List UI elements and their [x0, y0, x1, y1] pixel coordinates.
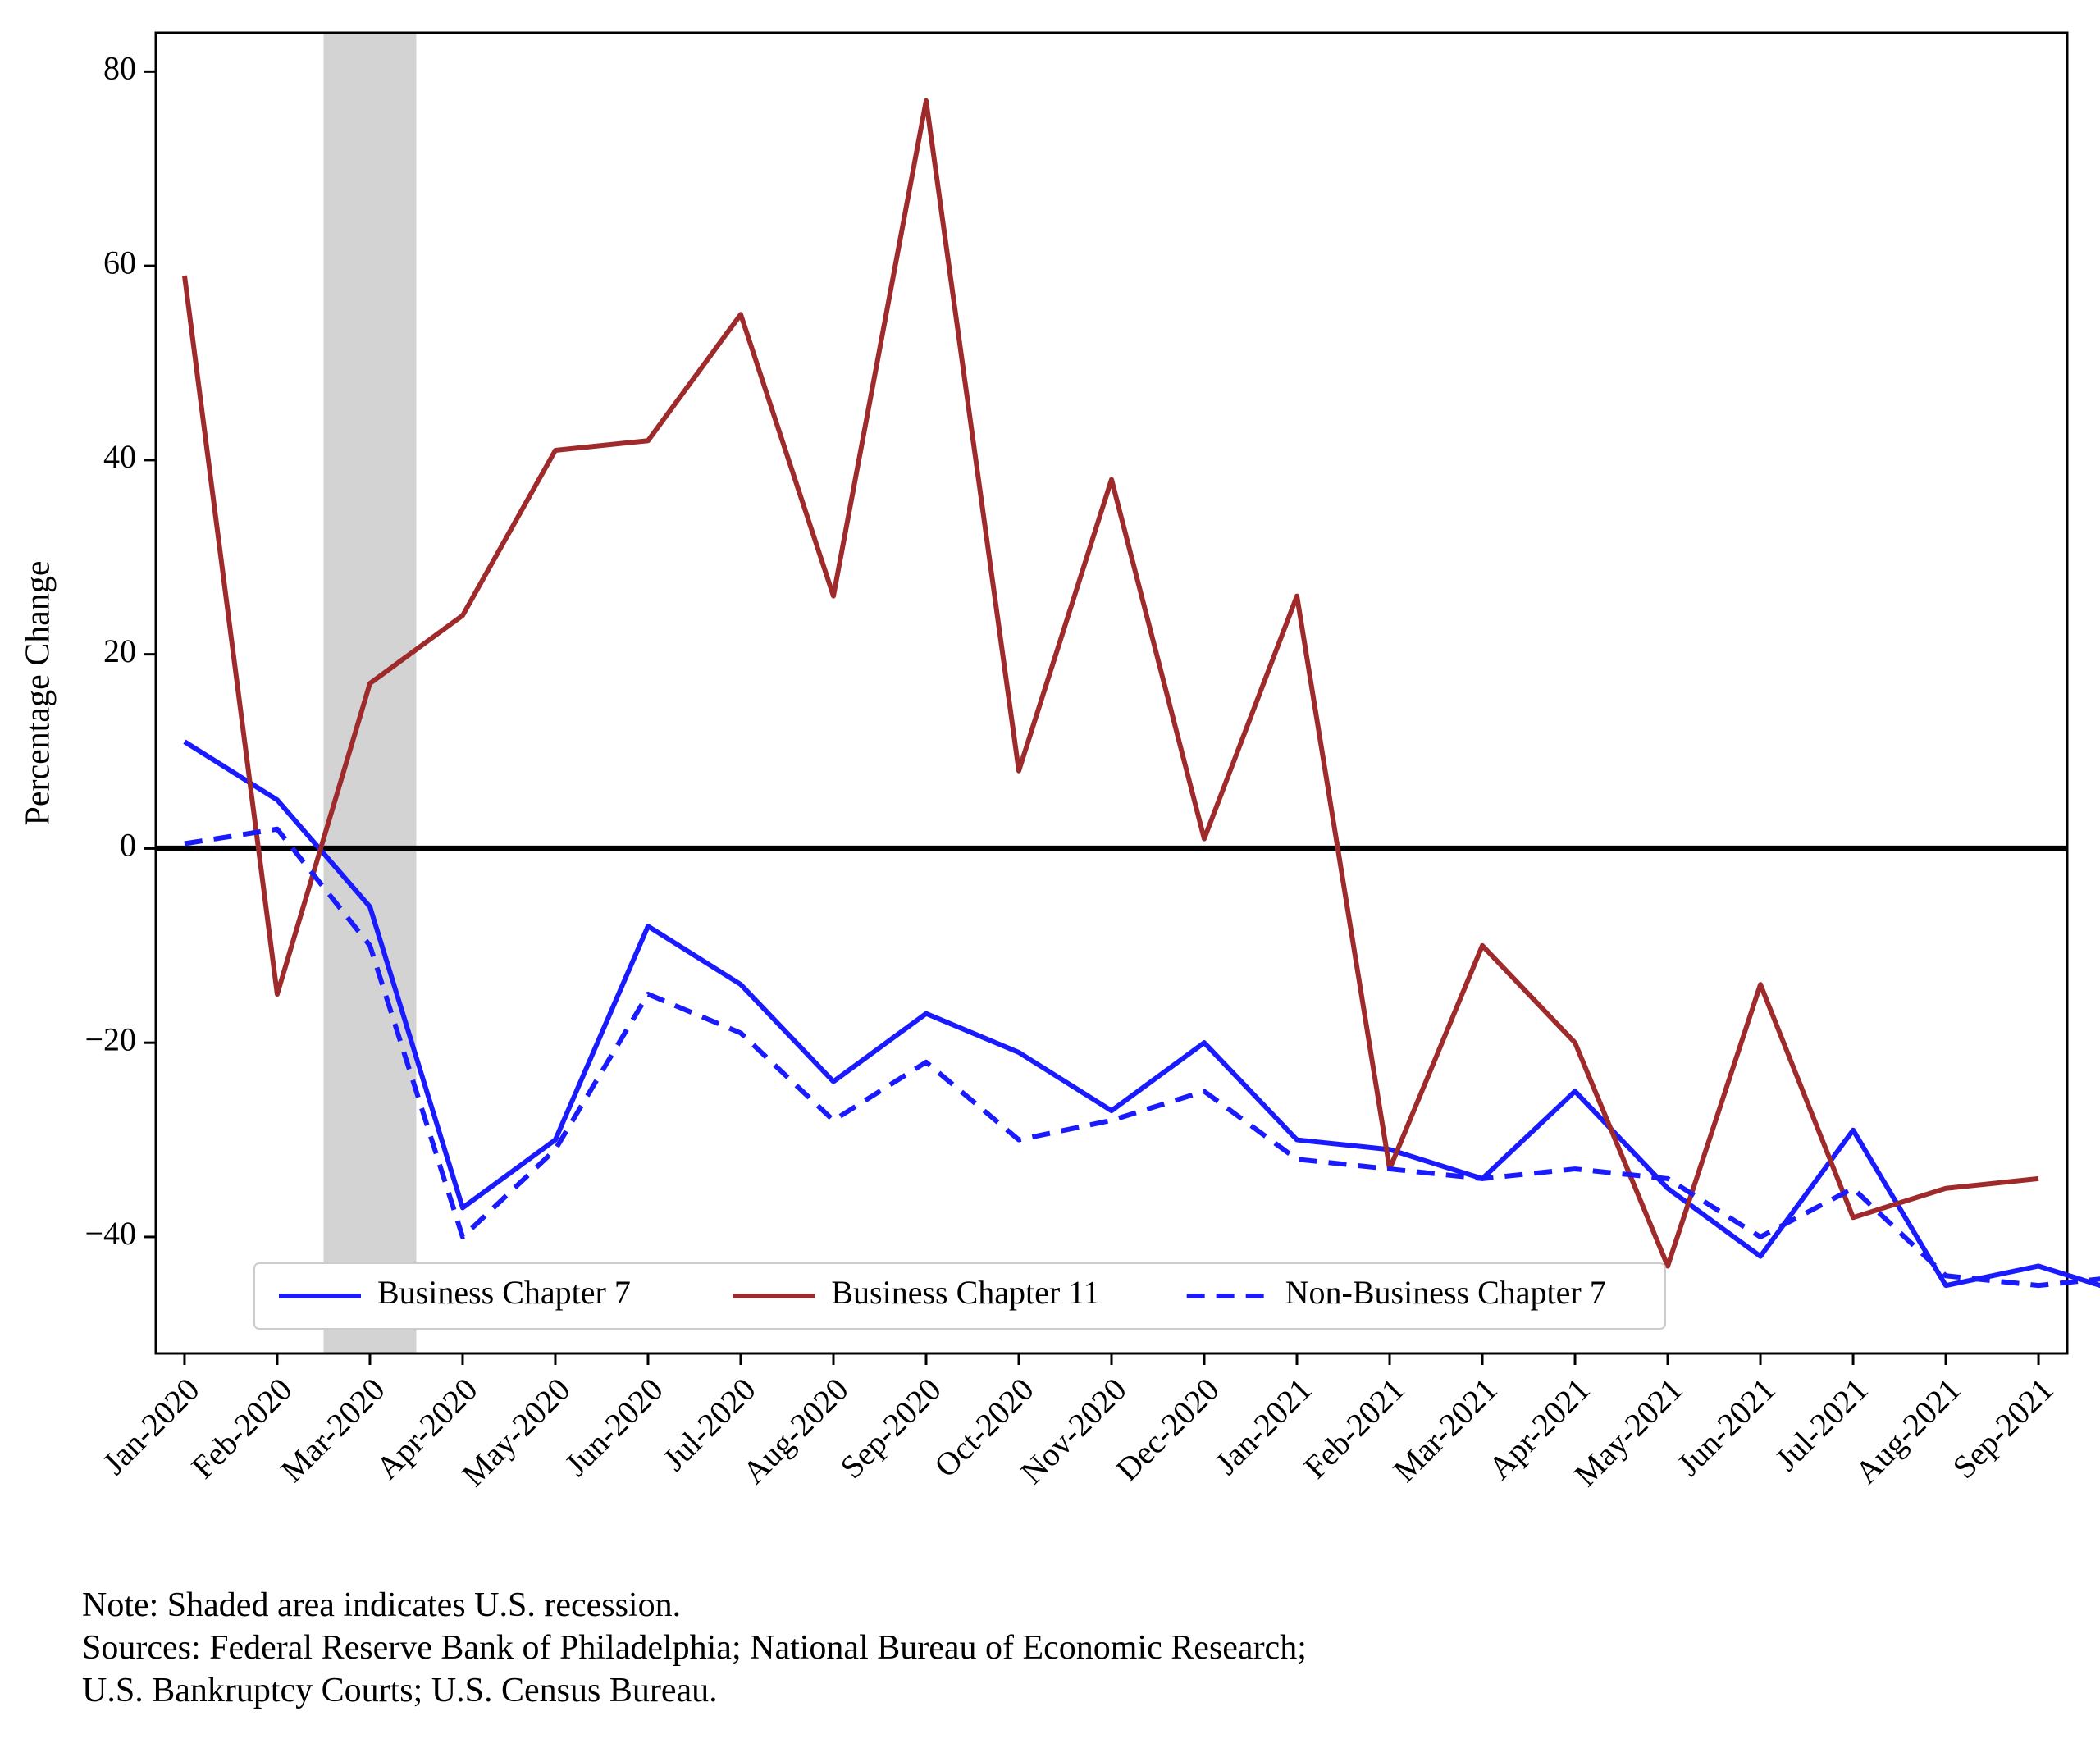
- y-tick-label: 40: [103, 438, 136, 475]
- y-axis-label: Percentage Change: [20, 560, 57, 825]
- y-tick-label: 20: [103, 632, 136, 669]
- legend-label: Business Chapter 7: [377, 1274, 631, 1311]
- bankruptcy-chart: −40−20020406080Percentage ChangeJan-2020…: [0, 0, 2100, 1748]
- y-tick-label: 0: [120, 827, 136, 864]
- y-tick-label: −40: [84, 1215, 136, 1252]
- recession-band: [323, 33, 416, 1353]
- caption-line: Note: Shaded area indicates U.S. recessi…: [82, 1586, 681, 1624]
- legend-label: Non-Business Chapter 7: [1285, 1274, 1606, 1311]
- legend-label: Business Chapter 11: [831, 1274, 1099, 1311]
- caption-line: U.S. Bankruptcy Courts; U.S. Census Bure…: [82, 1672, 718, 1709]
- y-tick-label: 60: [103, 244, 136, 281]
- caption-line: Sources: Federal Reserve Bank of Philade…: [82, 1629, 1307, 1667]
- y-tick-label: 80: [103, 50, 136, 87]
- chart-svg: −40−20020406080Percentage ChangeJan-2020…: [0, 0, 2100, 1748]
- y-tick-label: −20: [84, 1020, 136, 1057]
